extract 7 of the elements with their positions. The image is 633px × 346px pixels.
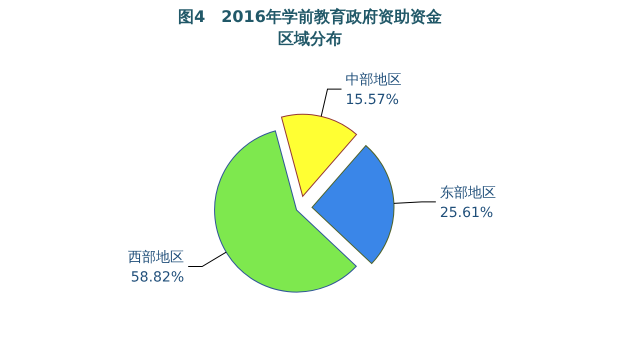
data-label: 58.82% [130, 270, 184, 286]
data-label: 25.61% [440, 204, 494, 221]
data-label: 15.57% [346, 92, 399, 108]
chart-title: 图4 2016年学前教育政府资助资金区域分布 [177, 6, 443, 50]
slice-label: 西部地区 [128, 250, 184, 266]
slice-label: 中部地区 [346, 72, 402, 88]
slice-label: 东部地区 [440, 184, 496, 201]
